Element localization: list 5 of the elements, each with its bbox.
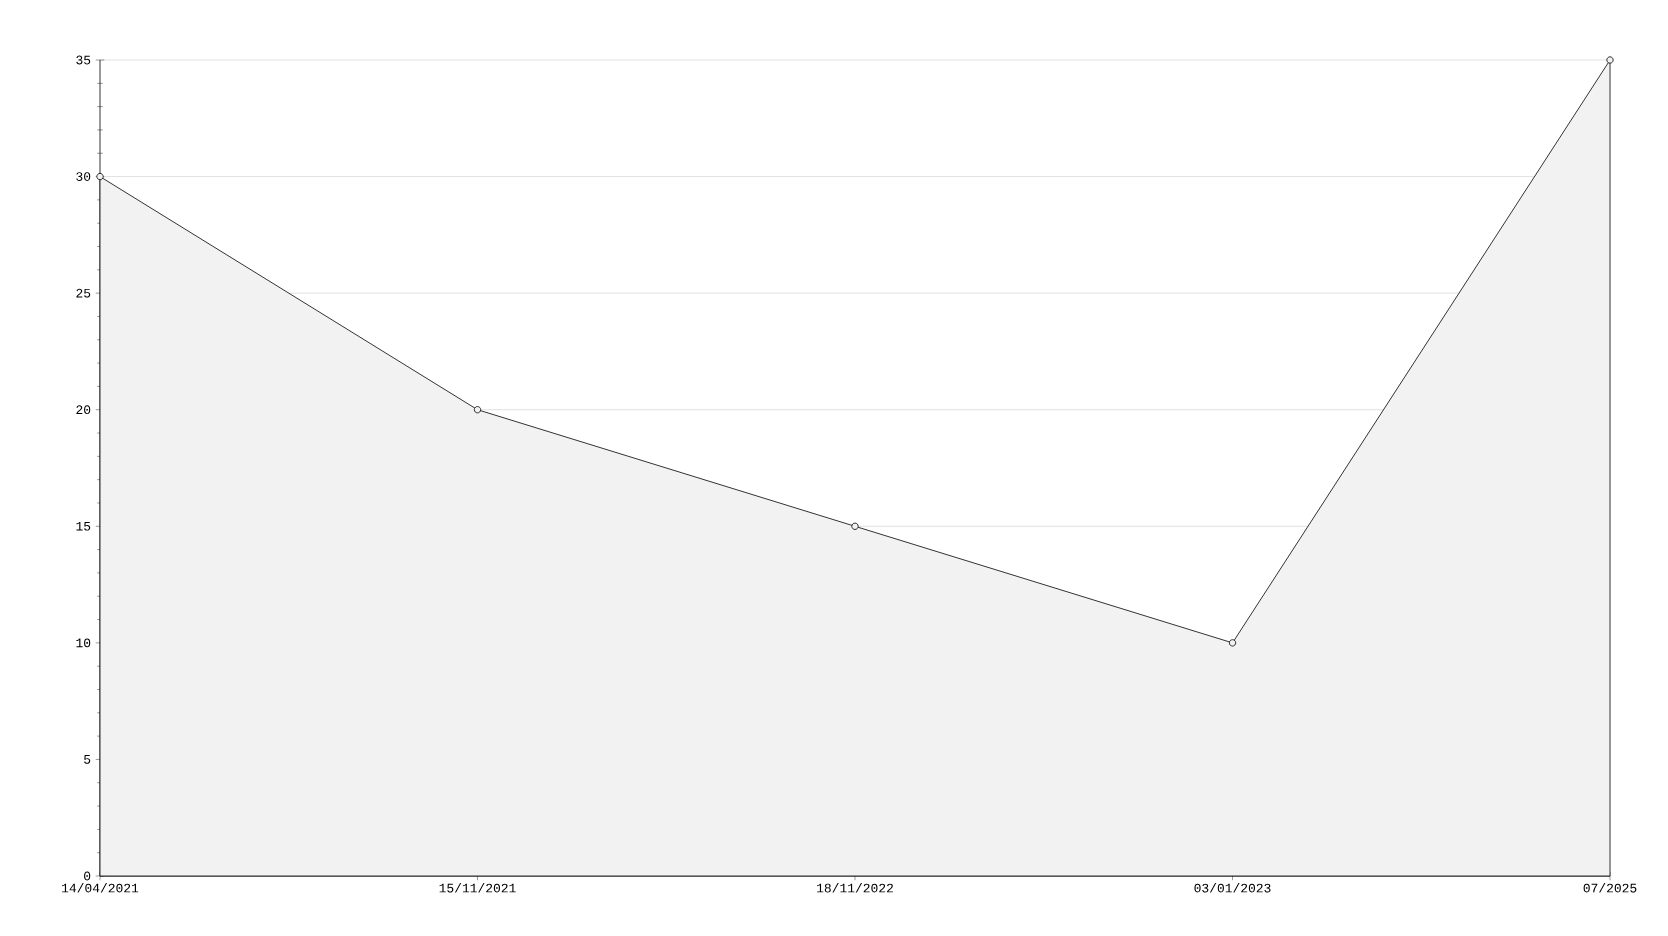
point: [1228, 639, 1237, 647]
point: [96, 172, 104, 181]
point: [1606, 56, 1614, 64]
point: [851, 522, 859, 530]
point: [473, 406, 482, 414]
